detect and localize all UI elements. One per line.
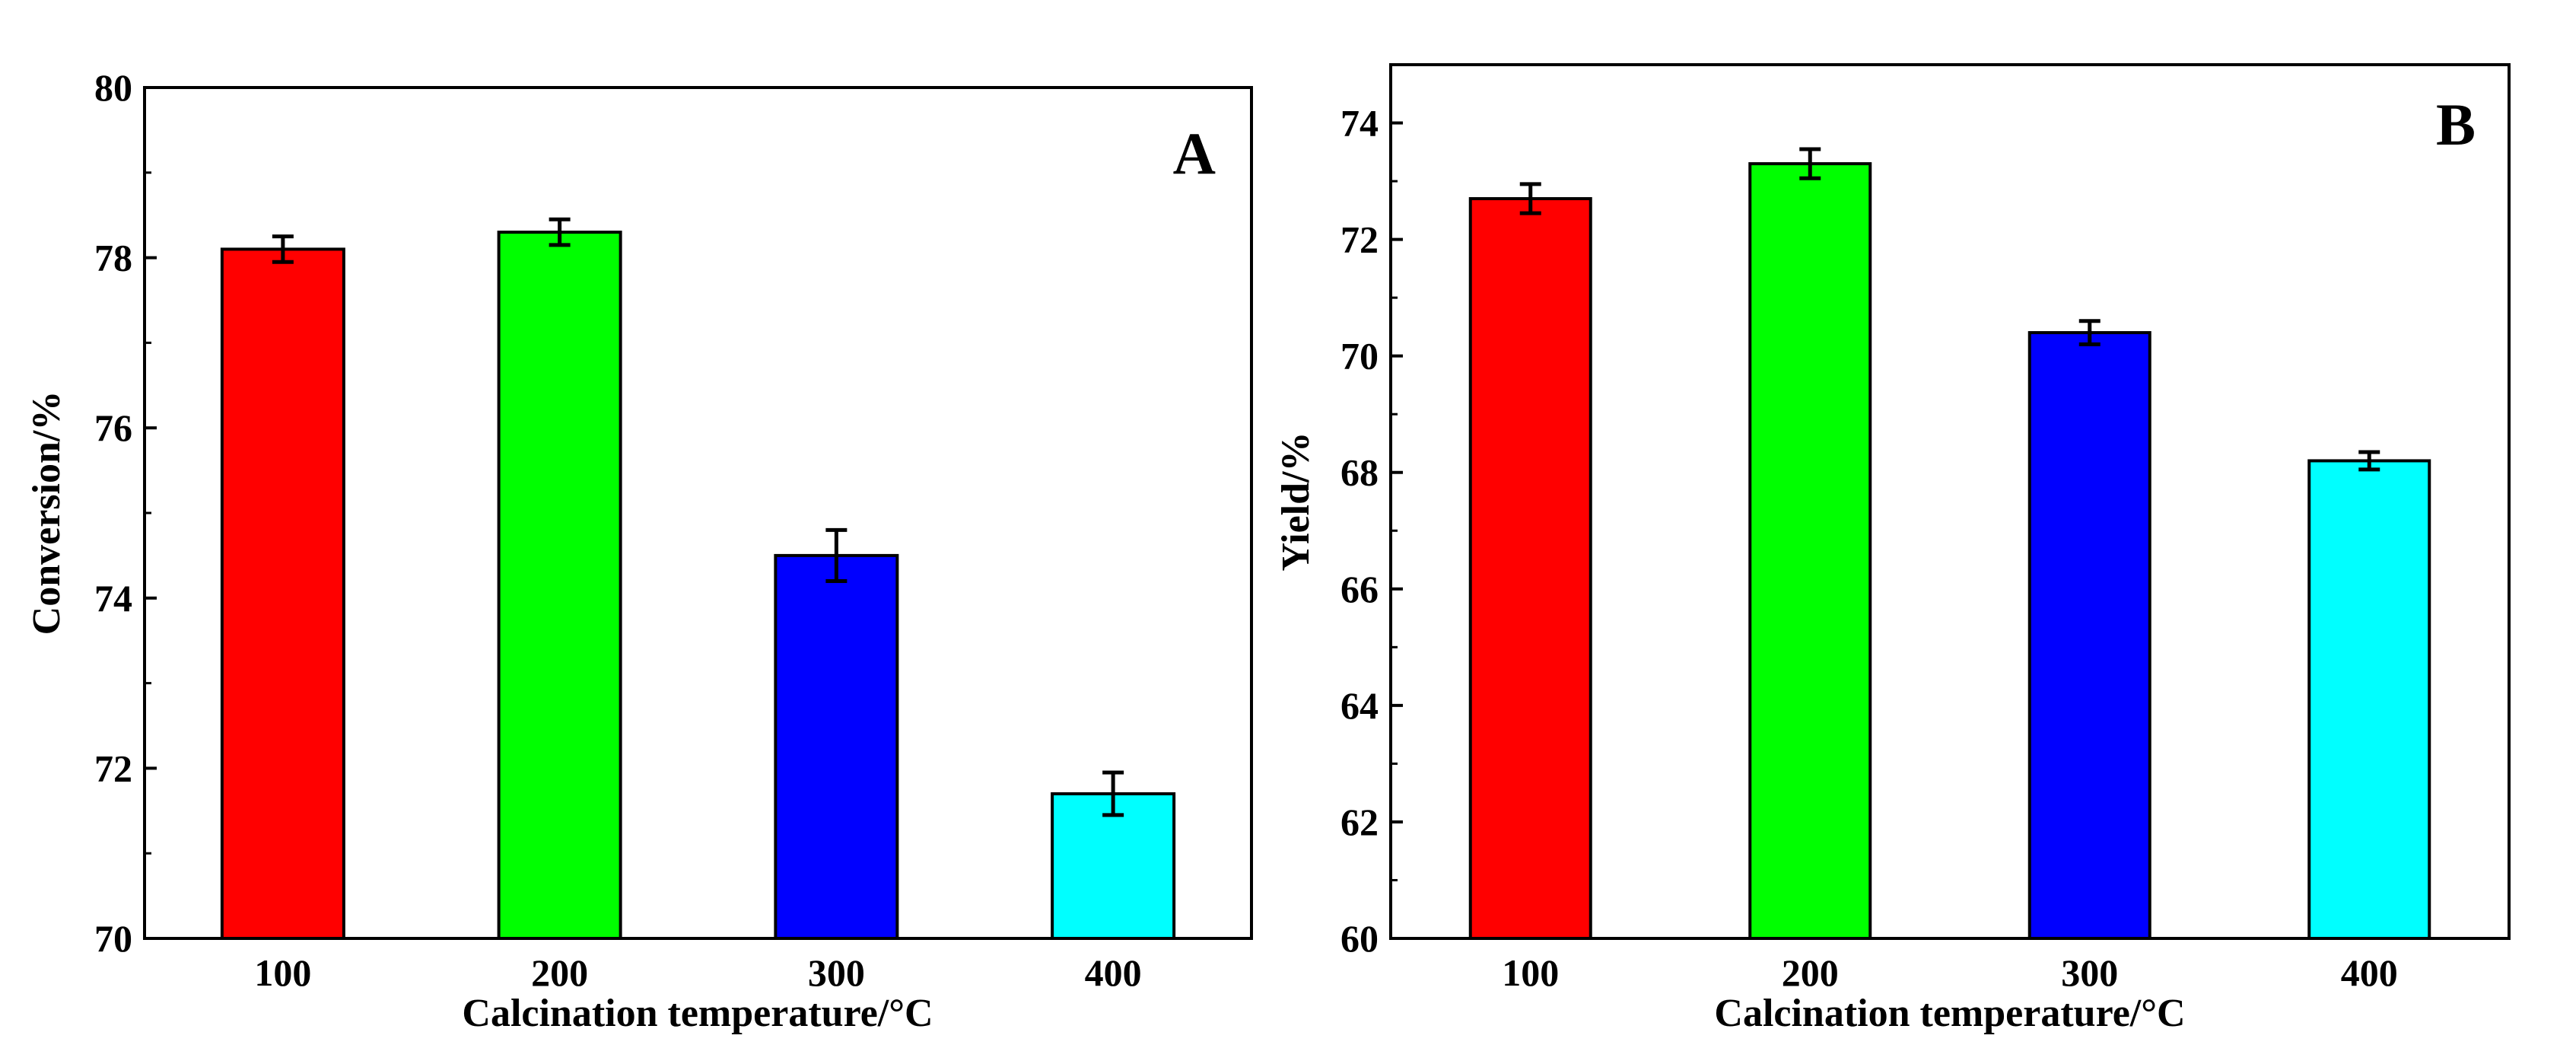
y-tick-label-a: 72 (94, 747, 132, 789)
x-tick-label-a: 200 (531, 951, 588, 994)
x-tick-label-a: 100 (254, 951, 311, 994)
x-tick-label-a: 300 (808, 951, 865, 994)
panel-label-b: B (2436, 91, 2476, 158)
bar-b-300 (2027, 331, 2151, 940)
panel-label-a: A (1173, 120, 1216, 186)
y-tick-label-b: 66 (1340, 568, 1379, 610)
y-tick-label-a: 80 (94, 66, 132, 109)
x-tick-label-b: 400 (2341, 951, 2398, 994)
y-tick-label-b: 72 (1340, 218, 1379, 261)
bar-a-100 (220, 247, 345, 941)
bar-b-200 (1748, 162, 1872, 940)
bar-a-300 (774, 553, 899, 941)
y-axis-title-a: Conversion/% (25, 391, 68, 636)
error-bar-b-300 (2078, 319, 2101, 346)
y-tick-label-b: 62 (1340, 801, 1379, 843)
error-bar-a-100 (272, 234, 294, 264)
y-tick-label-a: 76 (94, 406, 132, 449)
chart-panel-a: A Calcination temperature/°C Conversion/… (25, 66, 1253, 1035)
x-tick-label-b: 200 (1782, 951, 1839, 994)
y-axis-ticks-a: 70 72 74 76 78 80 (94, 66, 157, 960)
error-bar-b-200 (1799, 147, 1821, 180)
x-tick-label-a: 400 (1085, 951, 1142, 994)
y-tick-label-b: 68 (1340, 451, 1379, 494)
y-tick-label-b: 60 (1340, 917, 1379, 960)
chart-panel-b: B Calcination temperature/°C Yield/% 606… (1274, 63, 2511, 1035)
y-axis-ticks-b: 60 62 64 66 68 70 72 74 (1340, 102, 1403, 960)
x-axis-title-b: Calcination temperature/°C (1714, 992, 2185, 1035)
x-tick-label-b: 100 (1502, 951, 1559, 994)
y-axis-title-b: Yield/% (1274, 432, 1318, 572)
bar-a-400 (1051, 792, 1176, 940)
y-tick-label-b: 74 (1340, 102, 1379, 145)
plot-frame-b (1389, 63, 2511, 940)
error-bar-b-100 (1519, 182, 1541, 215)
y-tick-label-a: 74 (94, 577, 132, 620)
x-tick-label-b: 300 (2061, 951, 2118, 994)
error-bar-b-400 (2358, 450, 2380, 472)
x-axis-title-a: Calcination temperature/°C (462, 992, 933, 1035)
bar-b-400 (2307, 459, 2431, 940)
y-tick-label-b: 70 (1340, 335, 1379, 377)
y-tick-label-a: 78 (94, 237, 132, 279)
bars-a: 100 200 300 400 (220, 217, 1176, 994)
error-bar-a-200 (549, 217, 571, 247)
bar-a-200 (497, 231, 622, 940)
bars-b: 100 200 300 400 (1468, 147, 2431, 994)
bar-b-100 (1468, 197, 1592, 940)
y-tick-label-b: 64 (1340, 684, 1379, 727)
error-bar-a-300 (825, 527, 848, 583)
y-tick-label-a: 70 (94, 917, 132, 960)
error-bar-a-400 (1102, 770, 1124, 817)
